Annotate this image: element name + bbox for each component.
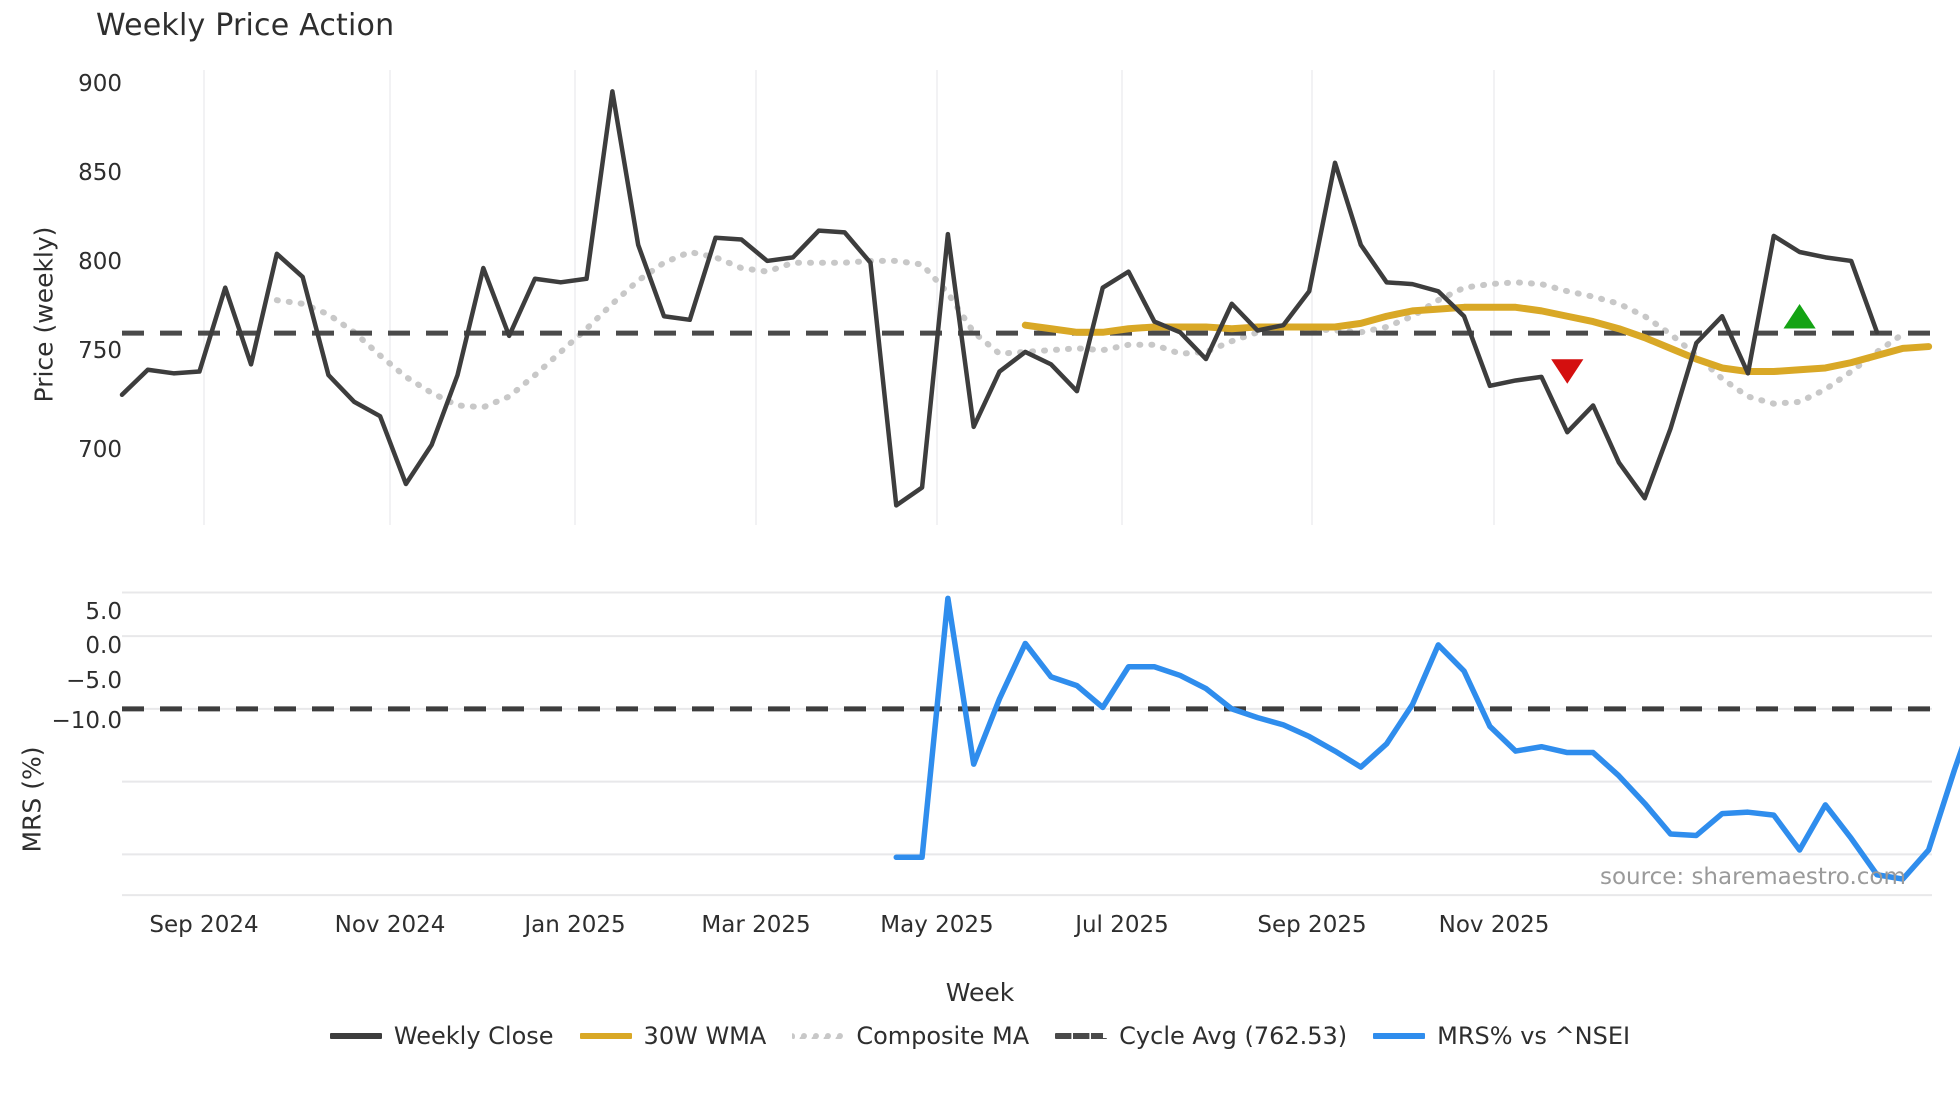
- price-ytick-750: 750: [78, 338, 122, 364]
- mrs-ytick-0: 0.0: [85, 633, 122, 659]
- legend-swatch-weekly-close: [329, 1027, 382, 1045]
- price-plot-area: [119, 70, 1933, 525]
- legend-swatch-composite-ma: [792, 1027, 845, 1045]
- price-gridlines: [203, 70, 1495, 525]
- legend-swatch-cycle-avg: [1055, 1027, 1108, 1045]
- composite-ma-line: [273, 248, 1906, 411]
- xtick-sep-2025: Sep 2025: [1257, 912, 1367, 938]
- xtick-may-2025: May 2025: [880, 912, 994, 938]
- legend-swatch-30w-wma: [579, 1027, 632, 1045]
- mrs-ytick-5: 5.0: [85, 599, 122, 625]
- chart-legend: Weekly Close 30W WMA Composite MA Cycle …: [0, 1022, 1960, 1050]
- mrs-ytick-neg10: −10.0: [51, 708, 122, 734]
- legend-item-mrs[interactable]: MRS% vs ^NSEI: [1373, 1022, 1630, 1050]
- xtick-nov-2025: Nov 2025: [1438, 912, 1550, 938]
- legend-label-weekly-close: Weekly Close: [393, 1022, 554, 1050]
- legend-label-30w-wma: 30W WMA: [643, 1022, 767, 1050]
- sell-signal-marker[interactable]: [1551, 359, 1584, 384]
- legend-item-composite-ma[interactable]: Composite MA: [792, 1022, 1029, 1050]
- legend-item-weekly-close[interactable]: Weekly Close: [329, 1022, 554, 1050]
- xtick-sep-2024: Sep 2024: [149, 912, 259, 938]
- x-axis-label: Week: [945, 978, 1015, 1007]
- xtick-mar-2025: Mar 2025: [701, 912, 811, 938]
- mrs-line: [893, 595, 1960, 882]
- legend-label-cycle-avg: Cycle Avg (762.53): [1119, 1022, 1348, 1050]
- mrs-y-ticks: 5.0 0.0 −5.0 −10.0: [0, 0, 122, 1102]
- legend-label-mrs: MRS% vs ^NSEI: [1437, 1022, 1631, 1050]
- weekly-close-line: [119, 89, 1880, 508]
- xtick-jan-2025: Jan 2025: [524, 912, 626, 938]
- price-ytick-850: 850: [78, 160, 122, 186]
- mrs-gridlines: [122, 591, 1932, 897]
- page-title: Weekly Price Action: [96, 8, 395, 43]
- legend-item-cycle-avg[interactable]: Cycle Avg (762.53): [1055, 1022, 1347, 1050]
- xtick-nov-2024: Nov 2024: [334, 912, 446, 938]
- price-ytick-700: 700: [78, 437, 122, 463]
- source-watermark: source: sharemaestro.com: [1600, 864, 1906, 890]
- mrs-ytick-neg5: −5.0: [66, 668, 122, 694]
- mrs-plot-area: [122, 578, 1960, 898]
- mrs-plot-svg: [122, 591, 1960, 897]
- xtick-jul-2025: Jul 2025: [1075, 912, 1169, 938]
- legend-label-composite-ma: Composite MA: [856, 1022, 1030, 1050]
- price-y-ticks: 900 850 800 750 700: [0, 0, 122, 1102]
- price-plot-svg: [119, 70, 1933, 525]
- legend-swatch-mrs: [1373, 1027, 1426, 1045]
- wma-line: [1021, 303, 1933, 376]
- buy-signal-marker[interactable]: [1783, 304, 1816, 329]
- price-ytick-800: 800: [78, 249, 122, 275]
- legend-item-30w-wma[interactable]: 30W WMA: [579, 1022, 767, 1050]
- price-ytick-900: 900: [78, 71, 122, 97]
